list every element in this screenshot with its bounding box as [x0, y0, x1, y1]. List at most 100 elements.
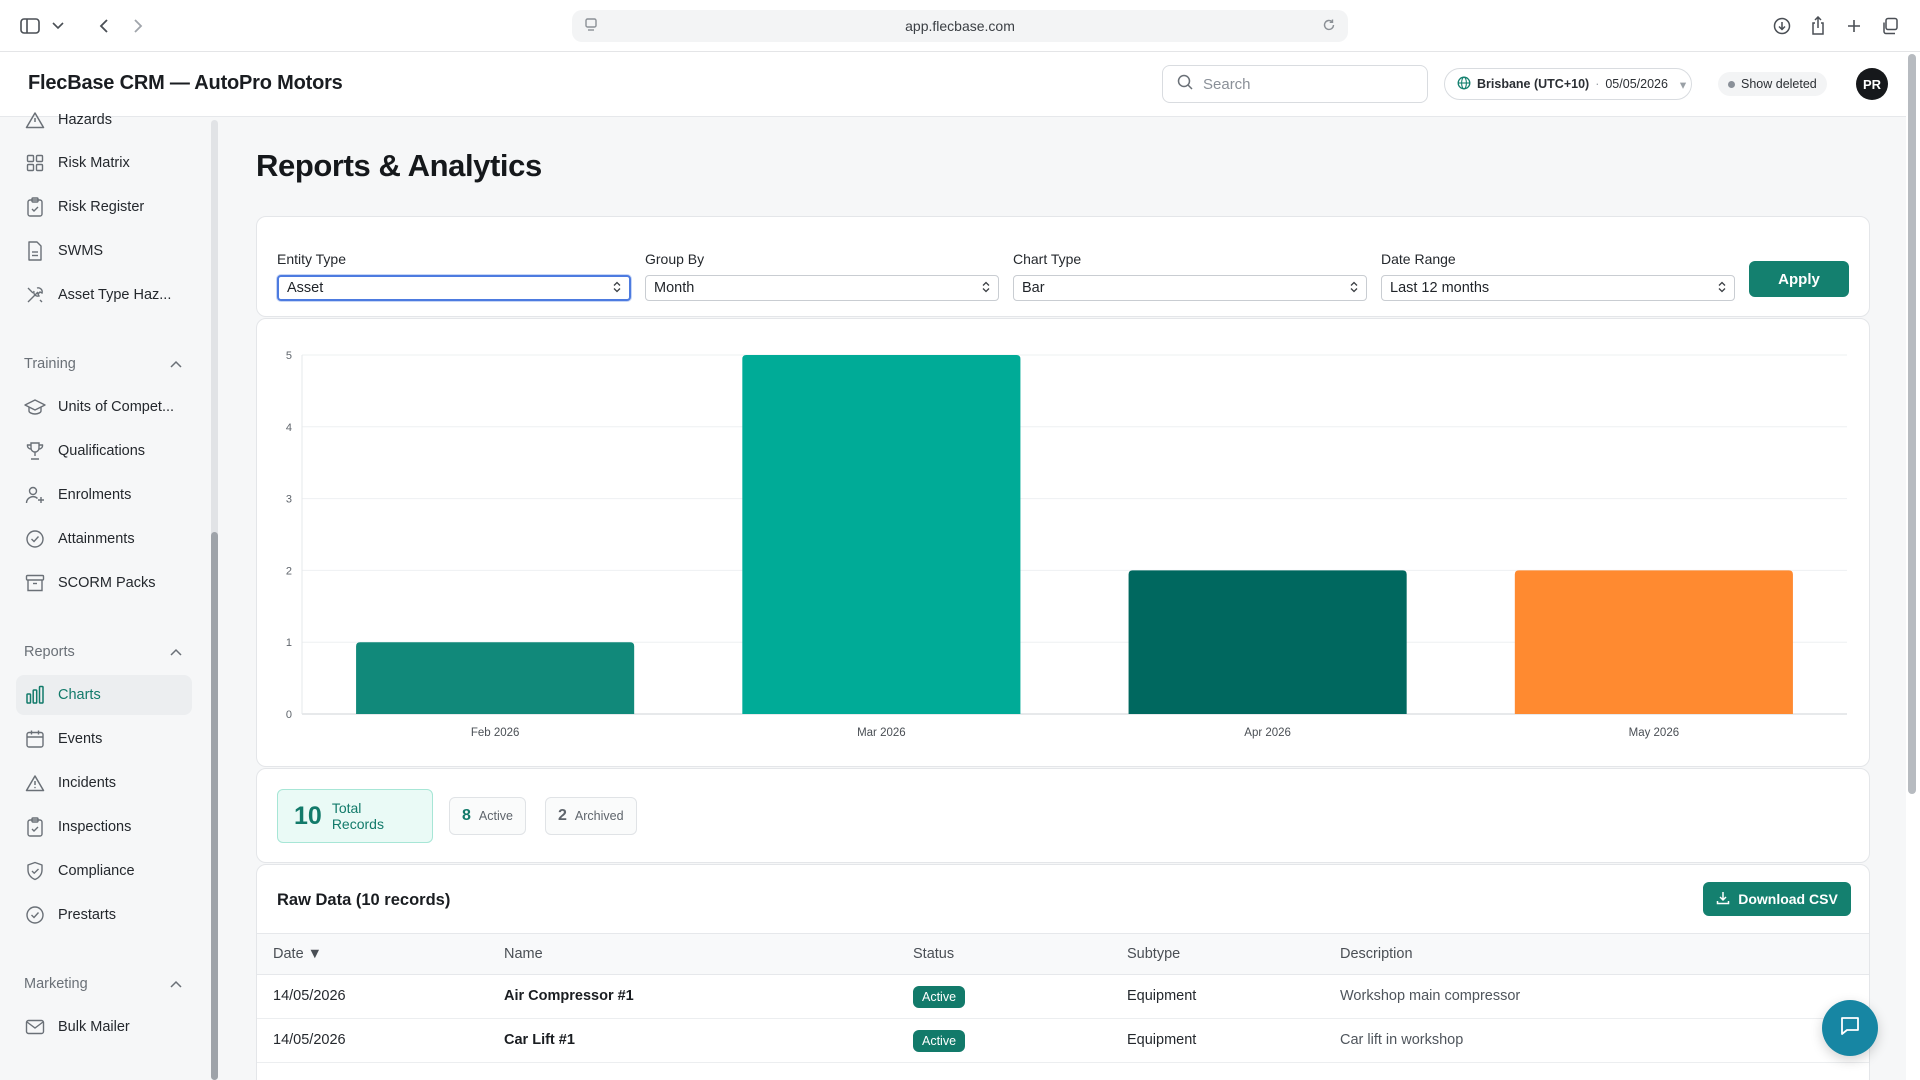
download-icon	[1716, 891, 1730, 908]
app-title: FlecBase CRM — AutoPro Motors	[28, 72, 343, 94]
address-bar[interactable]: app.flecbase.com	[572, 10, 1348, 42]
total-records-label: Total Records	[331, 800, 384, 832]
bar-may-2026[interactable]	[1514, 570, 1793, 714]
active-stat: 8 Active	[449, 797, 526, 835]
bar-apr-2026[interactable]	[1128, 570, 1407, 714]
chart-panel: 0 1 2 3 4 5 Feb 2026 Mar 2026 Apr 2026 May 2026	[256, 318, 1870, 767]
timezone-selector[interactable]: Brisbane (UTC+10) · 05/05/2026 ▾	[1444, 68, 1692, 100]
sidebar-item-hazards[interactable]: Hazards	[16, 100, 192, 140]
sidebar-item-units-of-competency[interactable]: Units of Compet...	[16, 387, 192, 427]
column-header-name[interactable]: Name	[504, 946, 543, 962]
chat-button[interactable]	[1822, 1000, 1878, 1056]
page-scrollbar-thumb[interactable]	[1908, 54, 1916, 794]
reload-icon[interactable]	[1322, 17, 1336, 36]
y-tick-label: 2	[286, 565, 292, 577]
sidebar-item-label: Enrolments	[58, 487, 132, 503]
sidebar-section-marketing[interactable]: Marketing	[24, 972, 182, 996]
share-icon[interactable]	[1806, 14, 1830, 38]
sidebar-item-label: Charts	[58, 687, 101, 703]
sidebar-toggle-icon[interactable]	[18, 14, 42, 38]
chevron-up-icon	[170, 976, 182, 992]
table-header: Date ▼ Name Status Subtype Description	[257, 933, 1869, 975]
chart-type-select[interactable]: Bar	[1013, 275, 1367, 301]
raw-data-panel: Raw Data (10 records) Download CSV Date …	[256, 864, 1870, 1080]
chevron-up-icon	[170, 356, 182, 372]
chat-bubble-icon	[1838, 1014, 1862, 1043]
new-tab-icon[interactable]	[1842, 14, 1866, 38]
selected-value: Month	[654, 280, 695, 296]
sidebar-item-label: Prestarts	[58, 907, 117, 923]
back-arrow-icon[interactable]	[92, 14, 116, 38]
chevron-up-icon	[170, 644, 182, 660]
entity-type-filter: Entity Type Asset	[277, 251, 631, 301]
graduation-cap-icon	[24, 396, 46, 418]
sidebar-item-attainments[interactable]: Attainments	[16, 519, 192, 559]
separator-dot: ·	[1595, 77, 1600, 91]
sidebar-section-training[interactable]: Training	[24, 352, 182, 376]
sidebar-section-reports[interactable]: Reports	[24, 640, 182, 664]
sidebar-item-label: Risk Register	[58, 199, 145, 215]
cell-name: Car Lift #1	[504, 1032, 575, 1048]
page-info-icon[interactable]	[584, 17, 598, 36]
column-header-subtype[interactable]: Subtype	[1127, 946, 1181, 962]
selected-value: Asset	[287, 280, 324, 296]
group-by-select[interactable]: Month	[645, 275, 999, 301]
bar-mar-2026[interactable]	[742, 355, 1021, 714]
search-input[interactable]	[1203, 75, 1403, 93]
column-header-status[interactable]: Status	[913, 946, 955, 962]
table-row[interactable]: 14/05/2026 Car Lift #1 Active Equipment …	[257, 1019, 1869, 1063]
download-csv-button[interactable]: Download CSV	[1703, 882, 1851, 916]
chevron-down-icon[interactable]	[46, 14, 70, 38]
column-header-description[interactable]: Description	[1340, 946, 1413, 962]
selected-value: Bar	[1022, 280, 1045, 296]
section-title: Reports	[24, 644, 75, 660]
sidebar-item-events[interactable]: Events	[16, 719, 192, 759]
sidebar-item-qualifications[interactable]: Qualifications	[16, 431, 192, 471]
column-header-date[interactable]: Date ▼	[273, 946, 323, 962]
sidebar-item-risk-matrix[interactable]: Risk Matrix	[16, 143, 192, 183]
sidebar-item-inspections[interactable]: Inspections	[16, 807, 192, 847]
sidebar-item-label: Inspections	[58, 819, 132, 835]
sidebar-item-asset-type-hazards[interactable]: Asset Type Haz...	[16, 275, 192, 315]
group-by-label: Group By	[645, 251, 705, 267]
sidebar-item-compliance[interactable]: Compliance	[16, 851, 192, 891]
sidebar-item-label: SCORM Packs	[58, 575, 156, 591]
sidebar-item-risk-register[interactable]: Risk Register	[16, 187, 192, 227]
cell-subtype: Equipment	[1127, 1032, 1197, 1048]
sidebar-item-bulk-mailer[interactable]: Bulk Mailer	[16, 1007, 192, 1047]
entity-type-select[interactable]: Asset	[277, 275, 631, 301]
sidebar-item-enrolments[interactable]: Enrolments	[16, 475, 192, 515]
warning-triangle-icon	[24, 109, 46, 131]
sidebar-item-label: Events	[58, 731, 103, 747]
table-row[interactable]: 14/05/2026 Air Compressor #1 Active Equi…	[257, 975, 1869, 1019]
download-icon[interactable]	[1770, 14, 1794, 38]
status-badge: Active	[913, 1030, 966, 1052]
search-box[interactable]	[1162, 65, 1428, 103]
user-avatar[interactable]: PR	[1856, 68, 1888, 100]
archived-value: 2	[558, 807, 567, 824]
forward-arrow-icon[interactable]	[126, 14, 150, 38]
section-title: Marketing	[24, 976, 88, 992]
sidebar-item-charts[interactable]: Charts	[16, 675, 192, 715]
apply-button[interactable]: Apply	[1749, 261, 1849, 297]
sidebar-item-prestarts[interactable]: Prestarts	[16, 895, 192, 935]
sidebar-scrollbar-thumb[interactable]	[211, 532, 218, 1080]
bar-feb-2026[interactable]	[356, 642, 635, 714]
cell-date: 14/05/2026	[273, 1032, 346, 1048]
clipboard-check-icon	[24, 816, 46, 838]
show-deleted-toggle[interactable]: Show deleted	[1718, 72, 1827, 96]
sidebar-item-swms[interactable]: SWMS	[16, 231, 192, 271]
x-tick-label: Feb 2026	[471, 727, 520, 739]
sidebar-item-incidents[interactable]: Incidents	[16, 763, 192, 803]
check-circle-icon	[24, 528, 46, 550]
sidebar-item-label: Hazards	[58, 112, 112, 128]
warning-triangle-icon	[24, 772, 46, 794]
chevron-updown-icon	[613, 281, 621, 296]
date-range-select[interactable]: Last 12 months	[1381, 275, 1735, 301]
raw-data-title: Raw Data (10 records)	[277, 891, 451, 909]
chevron-updown-icon	[1718, 281, 1726, 296]
clipboard-icon	[24, 196, 46, 218]
sidebar-item-label: Asset Type Haz...	[58, 287, 172, 303]
tabs-overview-icon[interactable]	[1878, 14, 1902, 38]
sidebar-item-scorm-packs[interactable]: SCORM Packs	[16, 563, 192, 603]
